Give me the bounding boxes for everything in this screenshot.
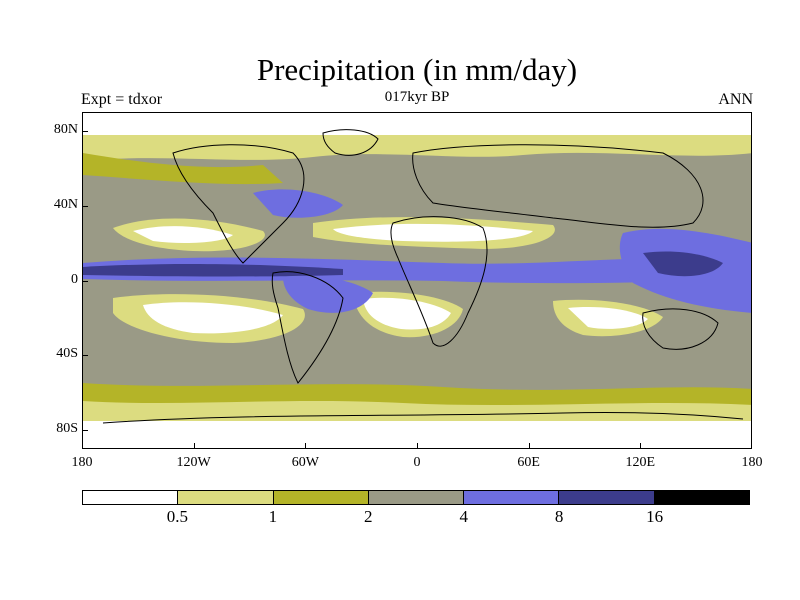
colorbar-box [178,491,274,504]
north-america-outline [172,144,305,264]
lat-tick-mark [82,130,88,132]
south-america-outline [271,271,344,384]
lon-tick-mark [528,443,530,449]
experiment-label: Expt = tdxor [81,91,163,108]
south-atlantic-dry-core [363,297,451,330]
season-label: ANN [718,91,753,108]
africa-outline [390,216,488,347]
lon-tick-mark [193,443,195,449]
lat-tick-mark [82,355,88,357]
itcz-wet-belt [83,257,751,284]
australia-outline [642,308,719,350]
colorbar-box [559,491,655,504]
lon-tick-label: 60W [291,455,319,470]
lon-tick-label: 120E [625,455,656,470]
colorbar-box [273,491,369,504]
lat-tick-label: 40S [56,346,78,362]
map-canvas [83,113,751,448]
coastlines [102,129,744,424]
south-indian-dry-core [568,307,648,329]
lat-tick-label: 40N [53,196,78,212]
north-pacific-band [83,153,283,185]
greenland-outline [322,129,379,156]
lon-tick-mark [640,443,642,449]
colorbar-label: 2 [364,507,373,526]
lon-tick-mark [305,443,307,449]
south-pacific-dry-core [143,302,283,334]
lat-tick-mark [82,430,88,432]
colorbar-label: 1 [268,507,278,526]
lon-tick-label: 120W [176,455,211,470]
colorbar [82,490,750,505]
lon-tick-mark [82,443,83,449]
itcz-core-pacific [83,263,343,277]
north-pacific-dry-core [133,226,233,243]
colorbar-label: 16 [646,507,664,526]
lon-tick-label: 180 [741,455,763,470]
lat-tick-mark [82,280,88,282]
lon-tick-label: 180 [71,455,93,470]
colorbar-box [368,491,465,504]
period-label: 017kyr BP [384,89,450,105]
lat-tick-label: 80N [53,121,78,137]
southern-ocean-band [83,383,751,405]
colorbar-label: 0.5 [166,507,189,526]
lon-tick-label: 60E [517,455,540,470]
colorbar-box [654,491,749,504]
colorbar-label: 4 [459,507,468,526]
antarctica-outline [102,411,744,424]
warm-pool-core [643,251,723,277]
arctic-dry-zone [83,113,751,135]
colorbar-box [464,491,560,504]
eurasia-outline [412,144,704,228]
lon-tick-label: 0 [413,455,421,470]
map-title: Precipitation (in mm/day) [256,52,578,87]
colorbar-box [83,491,179,504]
lat-tick-label: 0 [71,271,78,287]
north-high-latitude-band [83,135,751,161]
lat-tick-label: 80S [56,421,78,437]
amazon-wet-zone [283,275,373,313]
lat-tick-mark [82,205,88,207]
colorbar-label: 8 [554,507,564,526]
lon-tick-mark [417,443,418,449]
lon-tick-mark [751,443,752,449]
precipitation-map [82,112,752,449]
